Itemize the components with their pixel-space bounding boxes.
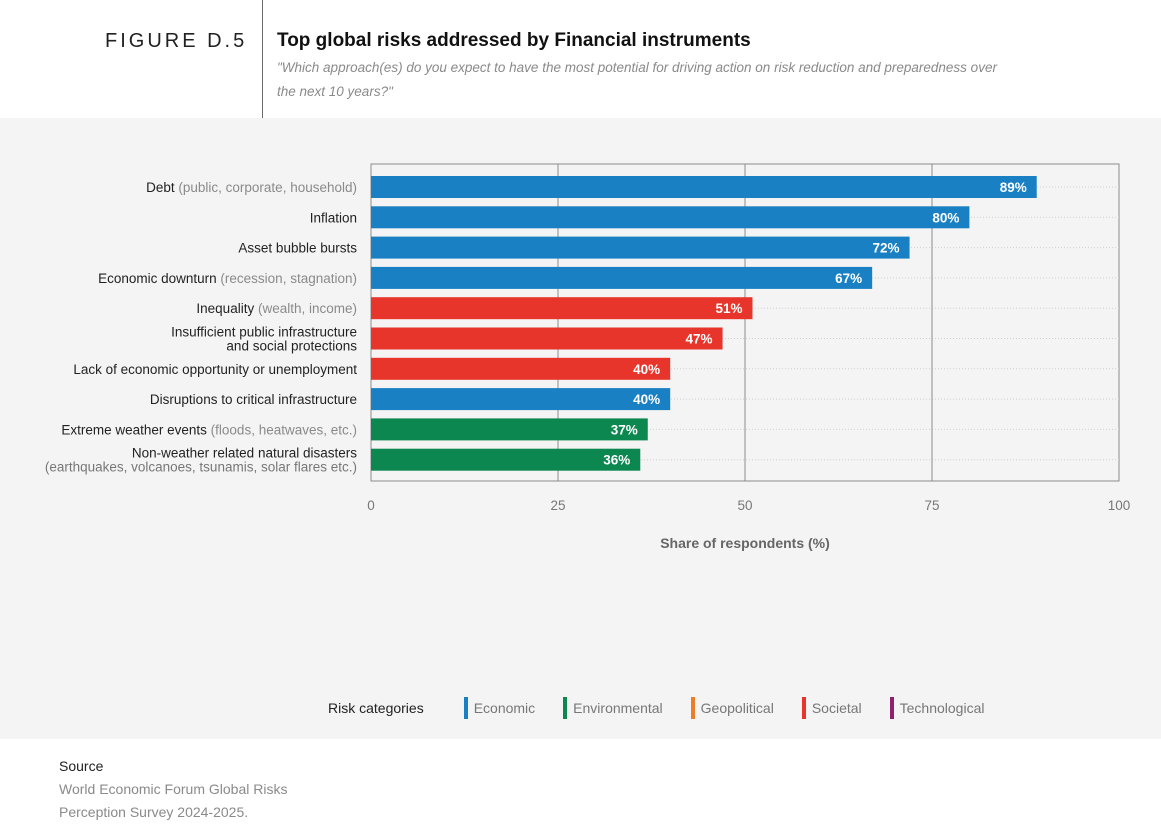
data-label: 40% xyxy=(633,392,660,407)
legend-swatch-technological xyxy=(889,697,894,719)
category-label-qualifier: (public, corporate, household) xyxy=(175,180,357,195)
x-tick-label: 75 xyxy=(924,498,939,513)
header-divider xyxy=(262,0,263,118)
data-label: 37% xyxy=(611,422,638,437)
bar xyxy=(371,266,873,289)
bar xyxy=(371,357,671,380)
category-label-main: Economic downturn xyxy=(98,271,217,286)
category-label-main: Extreme weather events xyxy=(61,422,207,437)
category-label-main: Disruptions to critical infrastructure xyxy=(150,392,357,407)
legend-label-environmental: Environmental xyxy=(573,700,663,716)
category-label-main: Asset bubble bursts xyxy=(238,241,357,256)
x-tick-label: 0 xyxy=(367,498,375,513)
x-tick-label: 50 xyxy=(737,498,752,513)
category-label: and social protections xyxy=(226,339,357,354)
category-label: Debt (public, corporate, household) xyxy=(146,180,357,195)
category-label: Disruptions to critical infrastructure xyxy=(150,392,357,407)
category-label: Lack of economic opportunity or unemploy… xyxy=(73,362,357,377)
category-label: Asset bubble bursts xyxy=(238,241,357,256)
source-label: Source xyxy=(59,758,104,774)
legend-title: Risk categories xyxy=(328,700,424,716)
data-label: 72% xyxy=(873,241,900,256)
category-label-main: Debt xyxy=(146,180,175,195)
bar-chart: 0 25 50 75 100 Share of respondents (%) 89% Deb… xyxy=(45,163,1131,551)
category-label-main: Inequality xyxy=(196,301,254,316)
data-label: 51% xyxy=(715,301,742,316)
category-label-qualifier: (wealth, income) xyxy=(254,301,357,316)
chart-subtitle: "Which approach(es) do you expect to hav… xyxy=(277,60,997,99)
legend-label-economic: Economic xyxy=(473,700,536,716)
bar xyxy=(371,176,1037,198)
category-label: Insufficient public infrastructure xyxy=(171,325,357,340)
legend-swatch-environmental xyxy=(563,697,568,719)
x-tick-label: 25 xyxy=(550,498,565,513)
data-label: 36% xyxy=(603,453,630,468)
bar xyxy=(371,418,648,441)
data-label: 40% xyxy=(633,362,660,377)
x-axis-label: Share of respondents (%) xyxy=(660,535,830,551)
legend-label-technological: Technological xyxy=(899,700,985,716)
category-label-qualifier: (recession, stagnation) xyxy=(217,271,357,286)
legend-label-societal: Societal xyxy=(811,700,862,716)
legend-item-environmental: Environmental xyxy=(563,697,663,719)
bar xyxy=(371,448,641,471)
bar xyxy=(371,236,910,259)
data-label: 47% xyxy=(686,332,713,347)
figure-label: FIGURE D.5 xyxy=(105,30,248,52)
bar xyxy=(371,327,723,350)
category-label: Economic downturn (recession, stagnation… xyxy=(98,271,357,286)
bar xyxy=(371,206,970,229)
figure-header: FIGURE D.5 Top global risks addressed by… xyxy=(0,0,1161,118)
source-text: World Economic Forum Global Risks Percep… xyxy=(59,781,288,820)
category-label: Inflation xyxy=(310,210,357,225)
legend-label-geopolitical: Geopolitical xyxy=(700,700,774,716)
category-label: (earthquakes, volcanoes, tsunamis, solar… xyxy=(45,460,357,475)
category-label: Non-weather related natural disasters xyxy=(132,446,357,461)
data-label: 67% xyxy=(835,271,862,286)
legend-swatch-societal xyxy=(801,697,806,719)
category-label-main: Lack of economic opportunity or unemploy… xyxy=(73,362,357,377)
category-label: Extreme weather events (floods, heatwave… xyxy=(61,422,357,437)
legend: Risk categories Economic Environmental G… xyxy=(328,696,1012,720)
legend-swatch-geopolitical xyxy=(690,697,695,719)
legend-swatch-economic xyxy=(463,697,468,719)
bar xyxy=(371,297,753,320)
bar xyxy=(371,388,671,411)
category-label-qualifier: (floods, heatwaves, etc.) xyxy=(207,422,357,437)
legend-item-technological: Technological xyxy=(889,697,985,719)
category-label-main: Inflation xyxy=(310,210,357,225)
chart-panel: 0 25 50 75 100 Share of respondents (%) 89% Deb… xyxy=(0,118,1161,820)
category-label: Inequality (wealth, income) xyxy=(196,301,357,316)
legend-item-economic: Economic xyxy=(463,697,536,719)
chart-title: Top global risks addressed by Financial … xyxy=(277,30,751,51)
x-tick-label: 100 xyxy=(1108,498,1131,513)
legend-item-societal: Societal xyxy=(801,697,862,719)
data-label: 80% xyxy=(932,210,959,225)
legend-item-geopolitical: Geopolitical xyxy=(690,697,774,719)
data-label: 89% xyxy=(1000,180,1027,195)
